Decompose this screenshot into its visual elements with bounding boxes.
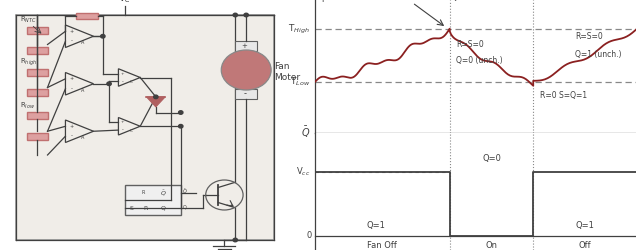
Text: Q=1 (unch.): Q=1 (unch.) <box>575 50 621 59</box>
Text: Q=1: Q=1 <box>575 222 594 230</box>
Text: On: On <box>485 241 497 250</box>
Text: R=0 S=Q=1: R=0 S=Q=1 <box>539 92 587 100</box>
Bar <box>125 185 181 215</box>
Text: +: + <box>121 120 125 124</box>
Text: -: - <box>243 89 246 98</box>
Text: Q=1: Q=1 <box>366 222 385 230</box>
Text: $\bar{Q}$: $\bar{Q}$ <box>160 188 167 198</box>
Text: +: + <box>69 29 74 34</box>
Text: Q: Q <box>183 205 186 210</box>
Bar <box>27 26 48 34</box>
Text: A: A <box>81 135 84 140</box>
Text: R$_{NTC}$: R$_{NTC}$ <box>20 15 38 25</box>
Bar <box>27 112 48 118</box>
Text: R$_{low}$: R$_{low}$ <box>20 101 36 111</box>
Circle shape <box>233 13 237 17</box>
Text: Q: Q <box>160 206 165 211</box>
Text: R=S=0: R=S=0 <box>456 40 484 49</box>
Text: R=S=0: R=S=0 <box>575 32 603 41</box>
Bar <box>76 13 98 19</box>
Bar <box>27 133 48 140</box>
Text: C: C <box>130 80 132 84</box>
Text: V$_{cc}$: V$_{cc}$ <box>296 166 310 178</box>
Circle shape <box>107 82 111 86</box>
Bar <box>15 15 274 240</box>
Polygon shape <box>146 97 165 107</box>
Text: Q=0 (unch.): Q=0 (unch.) <box>456 56 503 65</box>
Bar <box>235 41 257 51</box>
Text: A: A <box>81 40 84 45</box>
Text: C: C <box>130 129 132 133</box>
Text: Off: Off <box>578 241 591 250</box>
Text: -: - <box>122 128 123 132</box>
Text: R$_{high}$: R$_{high}$ <box>20 57 38 68</box>
Text: +: + <box>69 124 74 129</box>
Text: A: A <box>81 88 84 92</box>
Text: Motor: Motor <box>274 73 300 82</box>
Text: 0: 0 <box>307 232 312 240</box>
Text: T$_{Low}$: T$_{Low}$ <box>290 76 310 88</box>
Text: R: R <box>142 190 145 195</box>
Bar <box>235 89 257 99</box>
Text: -: - <box>71 39 73 44</box>
Text: +: + <box>121 72 125 76</box>
Text: -: - <box>71 86 73 91</box>
Text: Fan Off: Fan Off <box>368 241 398 250</box>
Text: S: S <box>129 206 133 211</box>
Text: +: + <box>69 76 74 81</box>
Text: Temperature: Temperature <box>305 0 359 2</box>
Text: T$_{High}$: T$_{High}$ <box>288 22 310 36</box>
Circle shape <box>244 13 249 17</box>
Circle shape <box>154 95 158 98</box>
Bar <box>27 69 48 76</box>
Text: $\bar{Q}$: $\bar{Q}$ <box>183 187 188 196</box>
Text: $\bar{Q}$: $\bar{Q}$ <box>301 125 310 140</box>
Circle shape <box>100 34 105 38</box>
Text: Q=0: Q=0 <box>482 154 501 163</box>
Bar <box>27 89 48 96</box>
Text: -: - <box>122 79 123 84</box>
Circle shape <box>221 50 271 90</box>
Bar <box>27 46 48 54</box>
Circle shape <box>179 111 183 114</box>
Text: R: R <box>143 206 148 211</box>
Circle shape <box>179 124 183 128</box>
Circle shape <box>233 238 237 242</box>
Text: Fan: Fan <box>274 62 290 71</box>
Text: R=1 S=Q=0: R=1 S=Q=0 <box>418 0 469 2</box>
Text: +: + <box>242 43 247 49</box>
Text: V$_C$: V$_C$ <box>118 0 132 5</box>
Text: -: - <box>71 134 73 139</box>
